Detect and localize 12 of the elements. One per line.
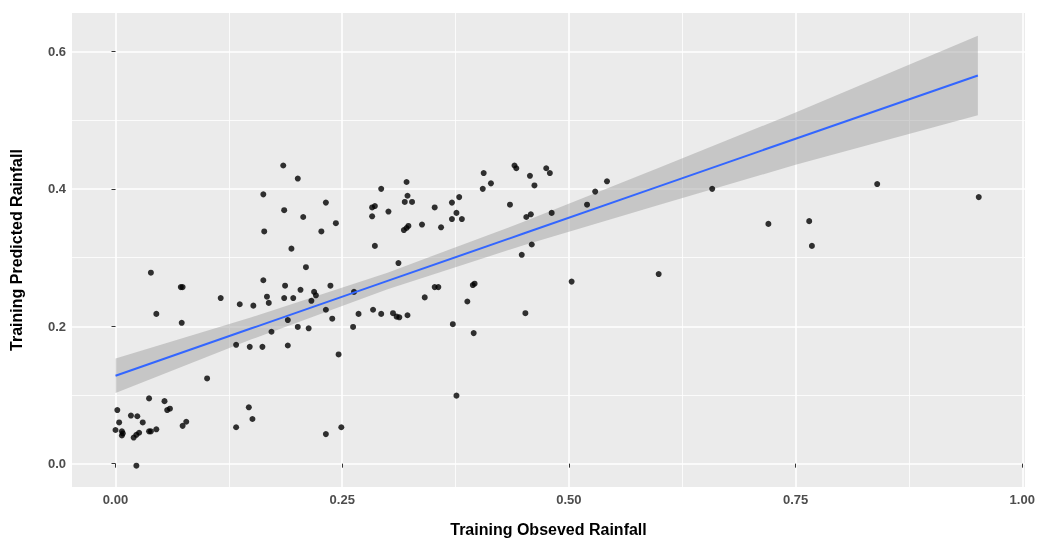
x-axis-title: Training Obseved Rainfall bbox=[450, 520, 647, 538]
x-tick-label: 0.00 bbox=[102, 492, 129, 507]
line-series bbox=[114, 74, 979, 377]
y-tick-label: 0.0 bbox=[47, 456, 66, 472]
x-tick-label: 0.50 bbox=[556, 492, 582, 507]
y-axis-title: Training Predicted Rainfall bbox=[7, 149, 25, 351]
y-tick-label: 0.2 bbox=[47, 318, 66, 334]
y-tick-label: 0.6 bbox=[47, 43, 66, 59]
x-tick-label: 1.00 bbox=[1009, 492, 1035, 507]
x-tick-label: 0.25 bbox=[329, 492, 355, 507]
x-tick-label: 0.75 bbox=[782, 492, 809, 507]
y-tick-label: 0.4 bbox=[47, 181, 67, 197]
